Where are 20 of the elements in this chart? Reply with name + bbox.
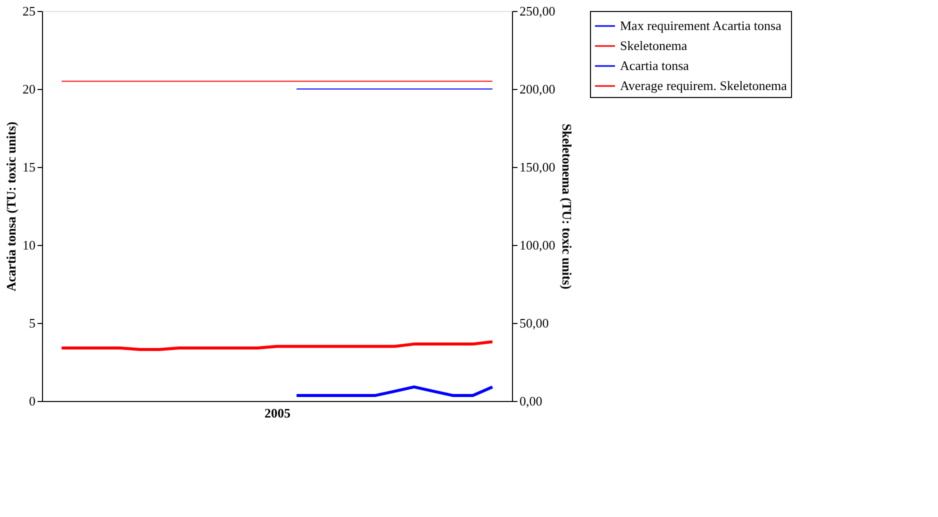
y2-tick-label: 50,00: [520, 316, 549, 330]
y-tick-label: 20: [22, 82, 36, 96]
y2-tick-label: 200,00: [520, 82, 556, 96]
y-tick-label: 10: [22, 238, 36, 252]
legend-label: Acartia tonsa: [620, 58, 690, 73]
y-tick-label: 5: [29, 316, 36, 330]
y2-tick-label: 0,00: [520, 394, 542, 408]
x-axis-title: 2005: [264, 406, 291, 420]
y2-tick-label: 100,00: [520, 238, 556, 252]
y-tick-label: 15: [22, 160, 36, 174]
line-series: [60, 340, 494, 352]
legend-label: Skeletonema: [620, 38, 688, 53]
y-tick-label: 25: [22, 4, 36, 18]
y2-tick-label: 250,00: [520, 4, 556, 18]
y2-axis-title: Skeletonema (TU: toxic units): [559, 124, 574, 290]
legend-label: Max requirement Acartia tonsa: [620, 18, 782, 33]
y-tick-label: 0: [29, 394, 36, 408]
legend-label: Average requirem. Skeletonema: [620, 78, 788, 93]
y-axis-title: Acartia tonsa (TU: toxic units): [4, 122, 18, 292]
y2-tick-label: 150,00: [520, 160, 556, 174]
